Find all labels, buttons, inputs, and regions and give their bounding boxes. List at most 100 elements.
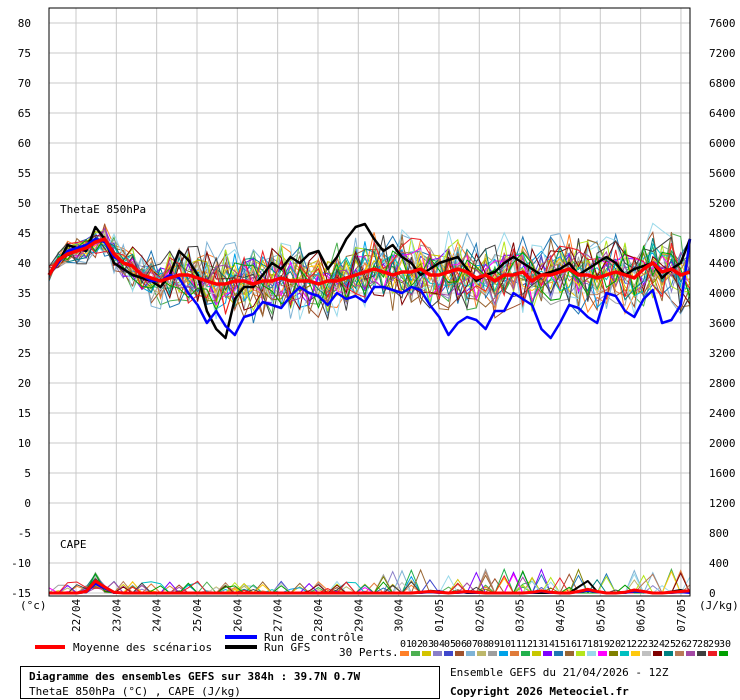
left-tick-label: -10 [11,557,31,570]
legend-pert-id: 09 [488,639,500,650]
legend-pert-id: 29 [708,639,720,650]
legend-pert-swatch [697,651,706,656]
legend-pert-id: 19 [598,639,610,650]
right-tick-label: 5600 [709,167,736,180]
legend-pert-id: 13 [532,639,544,650]
left-tick-label: 65 [18,107,31,120]
left-tick-label: -15 [11,587,31,600]
x-tick-label: 03/05 [514,599,527,632]
left-tick-label: 70 [18,77,31,90]
legend-pert-id: 15 [554,639,566,650]
legend-pert-id: 08 [477,639,489,650]
legend-pert-id: 20 [609,639,621,650]
legend-pert-id: 17 [576,639,588,650]
legend-pert-swatch [466,651,475,656]
right-tick-label: 2800 [709,377,736,390]
legend-pert-swatch [444,651,453,656]
legend-pert-swatch [653,651,662,656]
right-tick-label: 6000 [709,137,736,150]
legend-pert-swatch [708,651,717,656]
legend-pert-swatch [664,651,673,656]
left-tick-label: 0 [24,497,31,510]
legend-perts-label: 30 Perts. [339,646,399,659]
legend-pert-swatch [620,651,629,656]
right-tick-label: 3600 [709,317,736,330]
x-tick-label: 27/04 [272,599,285,632]
x-tick-label: 04/05 [554,599,567,632]
ensemble-info: Ensemble GEFS du 21/04/2026 - 12Z [450,666,669,679]
thetae-panel-label: ThetaE 850hPa [60,203,146,216]
pert-thetae-line [48,229,691,312]
legend-pert-swatch [400,651,409,656]
legend-pert-id: 24 [653,639,665,650]
right-tick-label: 5200 [709,197,736,210]
legend-pert-id: 26 [675,639,687,650]
right-tick-label: 400 [709,557,729,570]
right-tick-label: 800 [709,527,729,540]
legend: Moyenne des scénarios Run de contrôle Ru… [35,631,731,659]
legend-pert-swatch [488,651,497,656]
legend-pert-swatch [587,651,596,656]
legend-pert-id: 27 [686,639,698,650]
left-tick-label: -5 [18,527,31,540]
right-tick-label: 7600 [709,17,736,30]
x-tick-label: 06/05 [635,599,648,632]
cape-panel-label: CAPE [60,538,87,551]
x-tick-label: 24/04 [151,599,164,632]
legend-control-label: Run de contrôle [264,631,363,644]
legend-pert-swatch [642,651,651,656]
mean-thetae-line [47,237,691,286]
legend-pert-swatch [521,651,530,656]
x-tick-label: 05/05 [594,599,607,632]
right-tick-label: 4800 [709,227,736,240]
legend-pert-id: 16 [565,639,577,650]
legend-pert-id: 30 [719,639,731,650]
legend-pert-swatch [631,651,640,656]
left-tick-label: 35 [18,287,31,300]
pert-thetae-line [48,235,691,322]
right-tick-label: 3200 [709,347,736,360]
legend-pert-id: 28 [697,639,709,650]
left-axis-unit: (°c) [20,599,47,612]
x-tick-label: 23/04 [110,599,123,632]
legend-pert-id: 04 [433,639,445,650]
chart-title: Diagramme des ensembles GEFS sur 384h : … [29,670,361,683]
legend-pert-swatch [565,651,574,656]
left-tick-label: 30 [18,317,31,330]
left-tick-label: 50 [18,197,31,210]
legend-pert-swatch [675,651,684,656]
legend-pert-id: 05 [444,639,456,650]
x-tick-label: 30/04 [393,599,406,632]
legend-pert-swatch [510,651,519,656]
right-axis-unit: (J/kg) [699,599,739,612]
legend-pert-id: 23 [642,639,654,650]
legend-pert-swatch [576,651,585,656]
legend-pert-swatch [532,651,541,656]
right-tick-label: 1200 [709,497,736,510]
right-tick-label: 6400 [709,107,736,120]
info-box: Diagramme des ensembles GEFS sur 384h : … [20,666,440,699]
legend-pert-id: 14 [543,639,555,650]
legend-gfs-label: Run GFS [264,641,310,654]
legend-pert-id: 22 [631,639,643,650]
legend-pert-id: 07 [466,639,478,650]
left-tick-label: 55 [18,167,31,180]
plot-frame [48,7,691,597]
legend-pert-id: 10 [499,639,511,650]
left-tick-label: 10 [18,437,31,450]
right-tick-label: 0 [709,587,716,600]
x-tick-label: 28/04 [312,599,325,632]
legend-pert-swatch [422,651,431,656]
legend-pert-id: 06 [455,639,467,650]
x-tick-label: 01/05 [433,599,446,632]
left-tick-label: 40 [18,257,31,270]
legend-pert-swatch [598,651,607,656]
legend-pert-swatch [455,651,464,656]
right-tick-label: 6800 [709,77,736,90]
legend-pert-id: 02 [411,639,423,650]
legend-pert-id: 12 [521,639,533,650]
x-tick-label: 02/05 [473,599,486,632]
legend-pert-swatch [499,651,508,656]
x-tick-label: 25/04 [191,599,204,632]
